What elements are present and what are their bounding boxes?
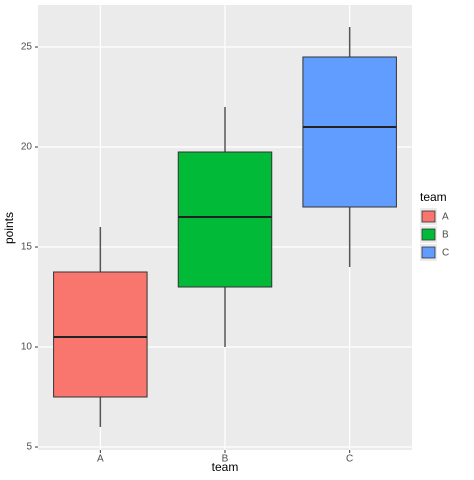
box bbox=[53, 271, 148, 398]
legend-key bbox=[421, 246, 436, 259]
x-tick-label: A bbox=[97, 454, 104, 465]
y-tick-label: 10 bbox=[21, 342, 33, 353]
legend-label: C bbox=[442, 248, 449, 259]
box bbox=[302, 56, 397, 208]
x-tick-label: B bbox=[222, 454, 229, 465]
legend-key bbox=[421, 228, 436, 241]
legend-label: B bbox=[442, 230, 449, 241]
x-axis-title: team bbox=[212, 460, 239, 474]
box bbox=[177, 151, 273, 288]
y-tick-label: 25 bbox=[21, 42, 33, 53]
y-tick-label: 5 bbox=[26, 442, 32, 453]
y-tick-label: 20 bbox=[21, 142, 33, 153]
legend-label: A bbox=[442, 212, 449, 223]
legend-key bbox=[421, 210, 436, 223]
y-tick-label: 15 bbox=[21, 242, 33, 253]
legend-title: team bbox=[420, 190, 447, 204]
x-tick-label: C bbox=[346, 454, 353, 465]
y-axis-title: points bbox=[2, 212, 16, 244]
